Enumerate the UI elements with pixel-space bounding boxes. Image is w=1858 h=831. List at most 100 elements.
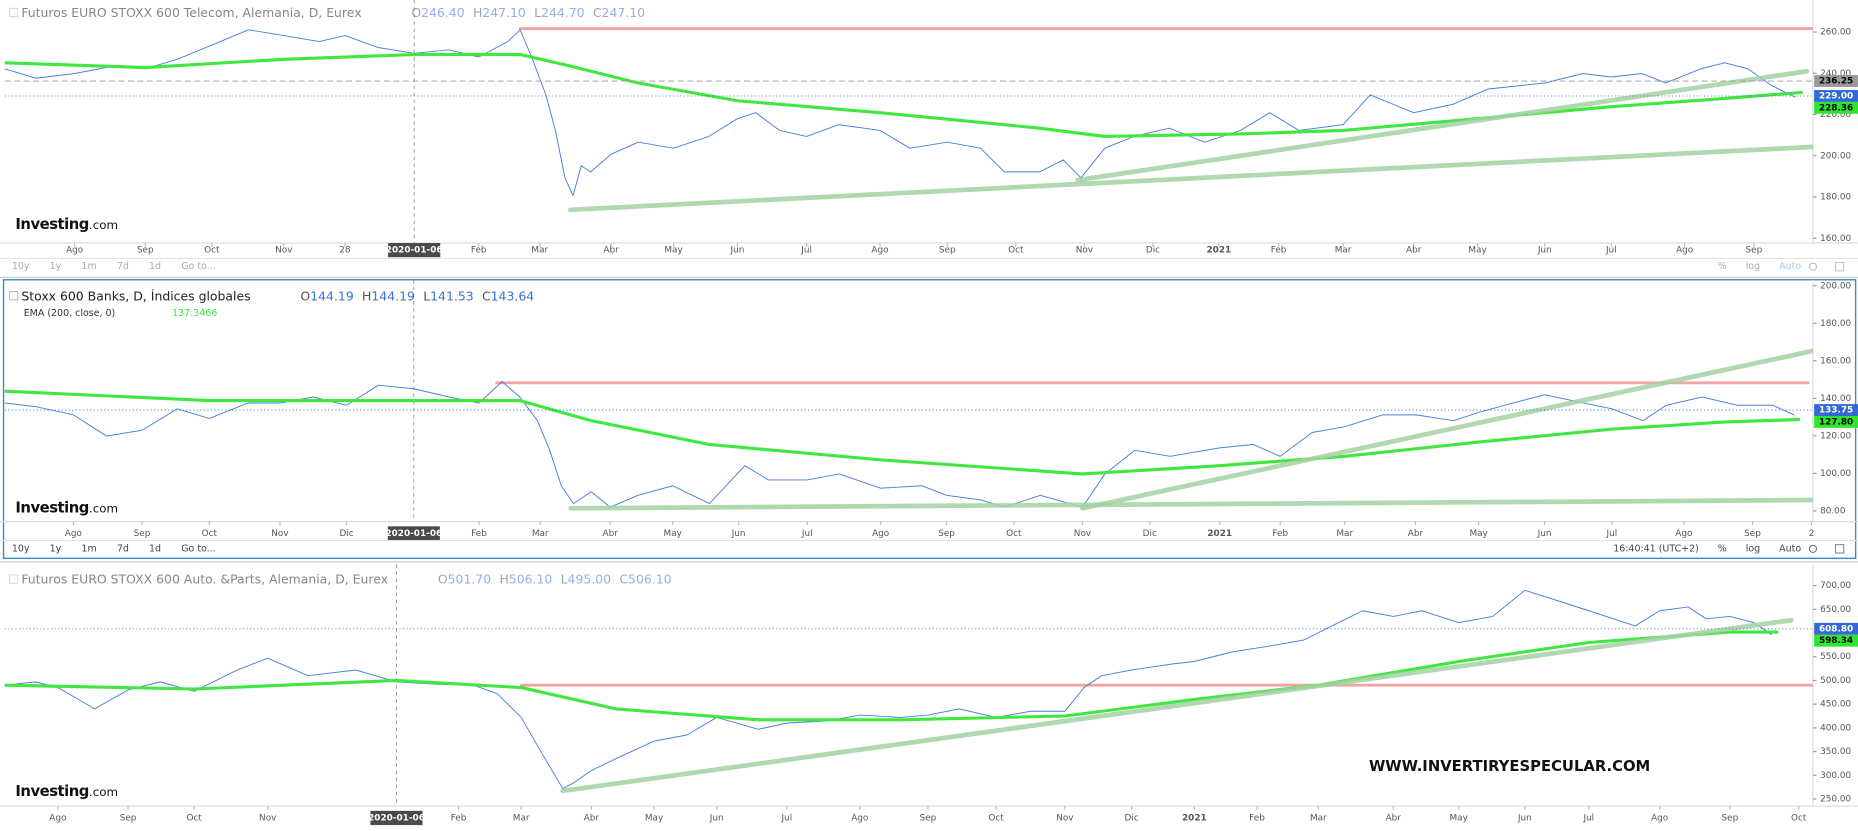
x-tick-label: Sep	[120, 813, 137, 823]
chart-panel: 250.00 300.00 350.00 400.00 450.00 500.00 550.…	[0, 564, 1858, 826]
toolbar-button[interactable]: %	[1718, 261, 1727, 272]
ohlc-value: 506.10	[628, 571, 672, 586]
price-line	[4, 29, 1796, 197]
toolbar-button[interactable]: 10y	[12, 543, 30, 554]
x-tick-label: Ago	[49, 813, 66, 823]
x-tick-label: Jul	[781, 813, 793, 823]
y-tick-label: 140.00	[1820, 394, 1851, 404]
x-tick-label: Abr	[1406, 246, 1422, 256]
trend-line	[568, 497, 1813, 511]
toolbar-button[interactable]: Auto	[1779, 543, 1801, 554]
brand-logo: Investing.com	[15, 216, 118, 233]
y-tick-label: 160.00	[1820, 234, 1851, 244]
y-tick-label: 250.00	[1820, 794, 1851, 804]
x-tick-label: Feb	[1272, 529, 1288, 539]
toolbar-button[interactable]: log	[1746, 543, 1760, 554]
price-tag	[1814, 634, 1858, 647]
x-tick-label: Abr	[603, 529, 619, 539]
x-tick-label: Ago	[1676, 246, 1693, 256]
toolbar-button[interactable]: 7d	[117, 543, 129, 554]
fullscreen-icon[interactable]	[1835, 262, 1845, 272]
x-tick-label: Jul	[801, 529, 813, 539]
crosshair-label-bg	[370, 810, 423, 826]
x-tick-label: Nov	[271, 529, 288, 539]
crosshair-label-bg	[388, 243, 441, 258]
toolbar-button[interactable]: Auto	[1779, 261, 1801, 272]
annotation: WWW.INVERTIRYESPECULAR.COM	[1369, 758, 1650, 775]
ema-line	[4, 630, 1779, 722]
toolbar-button[interactable]: 1y	[50, 261, 62, 272]
x-tick-label: Nov	[275, 246, 292, 256]
toolbar-button[interactable]: Go to...	[181, 261, 216, 272]
x-tick-label: Oct	[1006, 529, 1022, 539]
x-tick-label: May	[664, 246, 682, 256]
x-tick-label: May	[1468, 246, 1486, 256]
toolbar-button[interactable]: 1y	[50, 543, 62, 554]
y-tick-label: 450.00	[1820, 700, 1851, 710]
y-tick-label: 160.00	[1820, 356, 1851, 366]
header-collapse-icon[interactable]	[9, 291, 19, 301]
x-tick-label: Sep	[1744, 529, 1761, 539]
ohlc-key: C	[482, 288, 491, 303]
y-tick-label: 220.00	[1820, 110, 1851, 120]
toolbar-button[interactable]: 10y	[12, 261, 30, 272]
price-tag-label: 127.80	[1819, 417, 1853, 427]
ohlc-key: O	[411, 5, 421, 20]
x-tick-label: Mar	[531, 246, 548, 256]
toolbar-button[interactable]: 1d	[149, 261, 161, 272]
x-tick-label: May	[1469, 529, 1487, 539]
toolbar-button[interactable]: %	[1718, 543, 1727, 554]
x-tick-label: Jun	[731, 529, 746, 539]
trend-line	[567, 144, 1813, 213]
price-tag	[1814, 75, 1858, 87]
x-tick-label: Sep	[1721, 813, 1738, 823]
header-collapse-icon[interactable]	[9, 574, 19, 584]
x-tick-label: Mar	[1310, 813, 1327, 823]
x-tick-label: Abr	[584, 813, 600, 823]
x-tick-label: Oct	[186, 813, 202, 823]
x-tick-label: Jun	[1537, 246, 1552, 256]
ohlc-key: L	[423, 288, 430, 303]
ohlc-value: 144.19	[310, 288, 354, 303]
x-tick-label: May	[645, 813, 663, 823]
plot-area	[4, 348, 1813, 511]
x-tick-label: Sep	[938, 529, 955, 539]
x-tick-label: 2	[1809, 529, 1815, 539]
x-tick-label: Jun	[729, 246, 744, 256]
toolbar-button[interactable]: 1m	[81, 543, 96, 554]
trend-line	[1075, 68, 1810, 183]
settings-icon[interactable]	[1808, 262, 1818, 271]
price-line	[4, 589, 1772, 790]
ohlc-value: 247.10	[602, 5, 646, 20]
price-tag	[1814, 101, 1858, 114]
toolbar-button[interactable]: 1m	[81, 261, 96, 272]
x-tick-label: Oct	[202, 529, 218, 539]
toolbar-button[interactable]: Go to...	[181, 543, 216, 554]
toolbar-button[interactable]: 1d	[149, 543, 161, 554]
x-tick-label: Mar	[513, 813, 530, 823]
x-tick-label: Feb	[451, 813, 467, 823]
ohlc-value: 144.19	[371, 288, 415, 303]
price-tag-label: 608.80	[1819, 624, 1853, 634]
price-tag-label: 598.34	[1819, 636, 1853, 646]
toolbar-button[interactable]: 7d	[117, 261, 129, 272]
x-tick-label: Sep	[920, 813, 937, 823]
fullscreen-icon[interactable]	[1835, 544, 1845, 554]
brand-name: Investing	[15, 500, 89, 517]
brand-name: Investing	[15, 216, 89, 233]
y-tick-label: 80.00	[1820, 506, 1846, 516]
x-tick-label: 2021	[1206, 246, 1231, 256]
ohlc-value: 501.70	[448, 571, 492, 586]
ohlc-value: 506.10	[509, 571, 553, 586]
y-tick-label: 180.00	[1820, 193, 1851, 203]
y-tick-label: 500.00	[1820, 676, 1851, 686]
header-collapse-icon[interactable]	[9, 7, 19, 18]
ohlc-value: 141.53	[430, 288, 474, 303]
settings-icon[interactable]	[1808, 544, 1818, 554]
toolbar-button[interactable]: log	[1746, 261, 1760, 272]
x-tick-label: 2021	[1182, 813, 1207, 823]
brand-suffix: .com	[89, 218, 118, 232]
x-tick-label: Dic	[339, 529, 353, 539]
